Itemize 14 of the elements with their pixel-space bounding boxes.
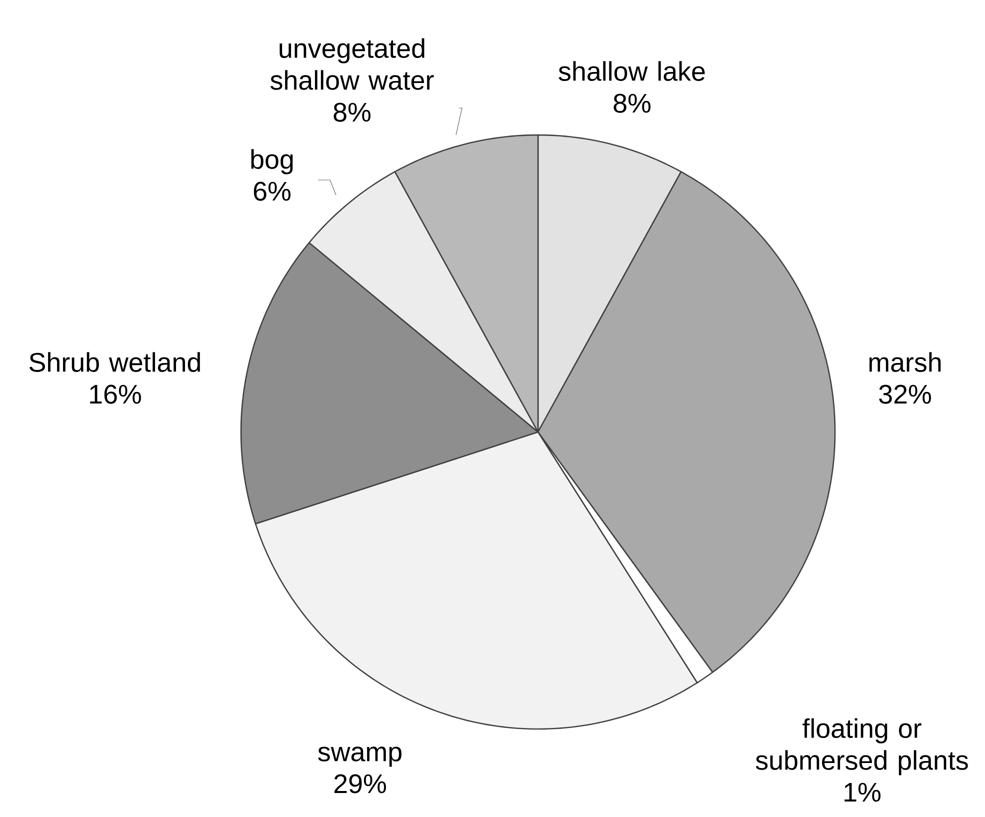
slice-label: floating or submersed plants	[756, 718, 968, 776]
data-label: 8%	[614, 94, 650, 113]
slice-label: unvegetated shallow water	[270, 38, 434, 90]
data-label: 8%	[334, 102, 370, 122]
slice-label: shallow lake	[558, 61, 705, 81]
slice-label: swamp	[318, 746, 402, 767]
data-label: 6%	[254, 182, 290, 201]
slice-label: marsh	[869, 352, 941, 372]
data-label: 29%	[334, 774, 386, 794]
data-label: 32%	[879, 384, 931, 404]
slice-label: bog	[251, 149, 293, 174]
data-label: 16%	[90, 384, 141, 404]
data-label: 1%	[844, 782, 880, 802]
slice-label: Shrub wetland	[29, 352, 200, 372]
